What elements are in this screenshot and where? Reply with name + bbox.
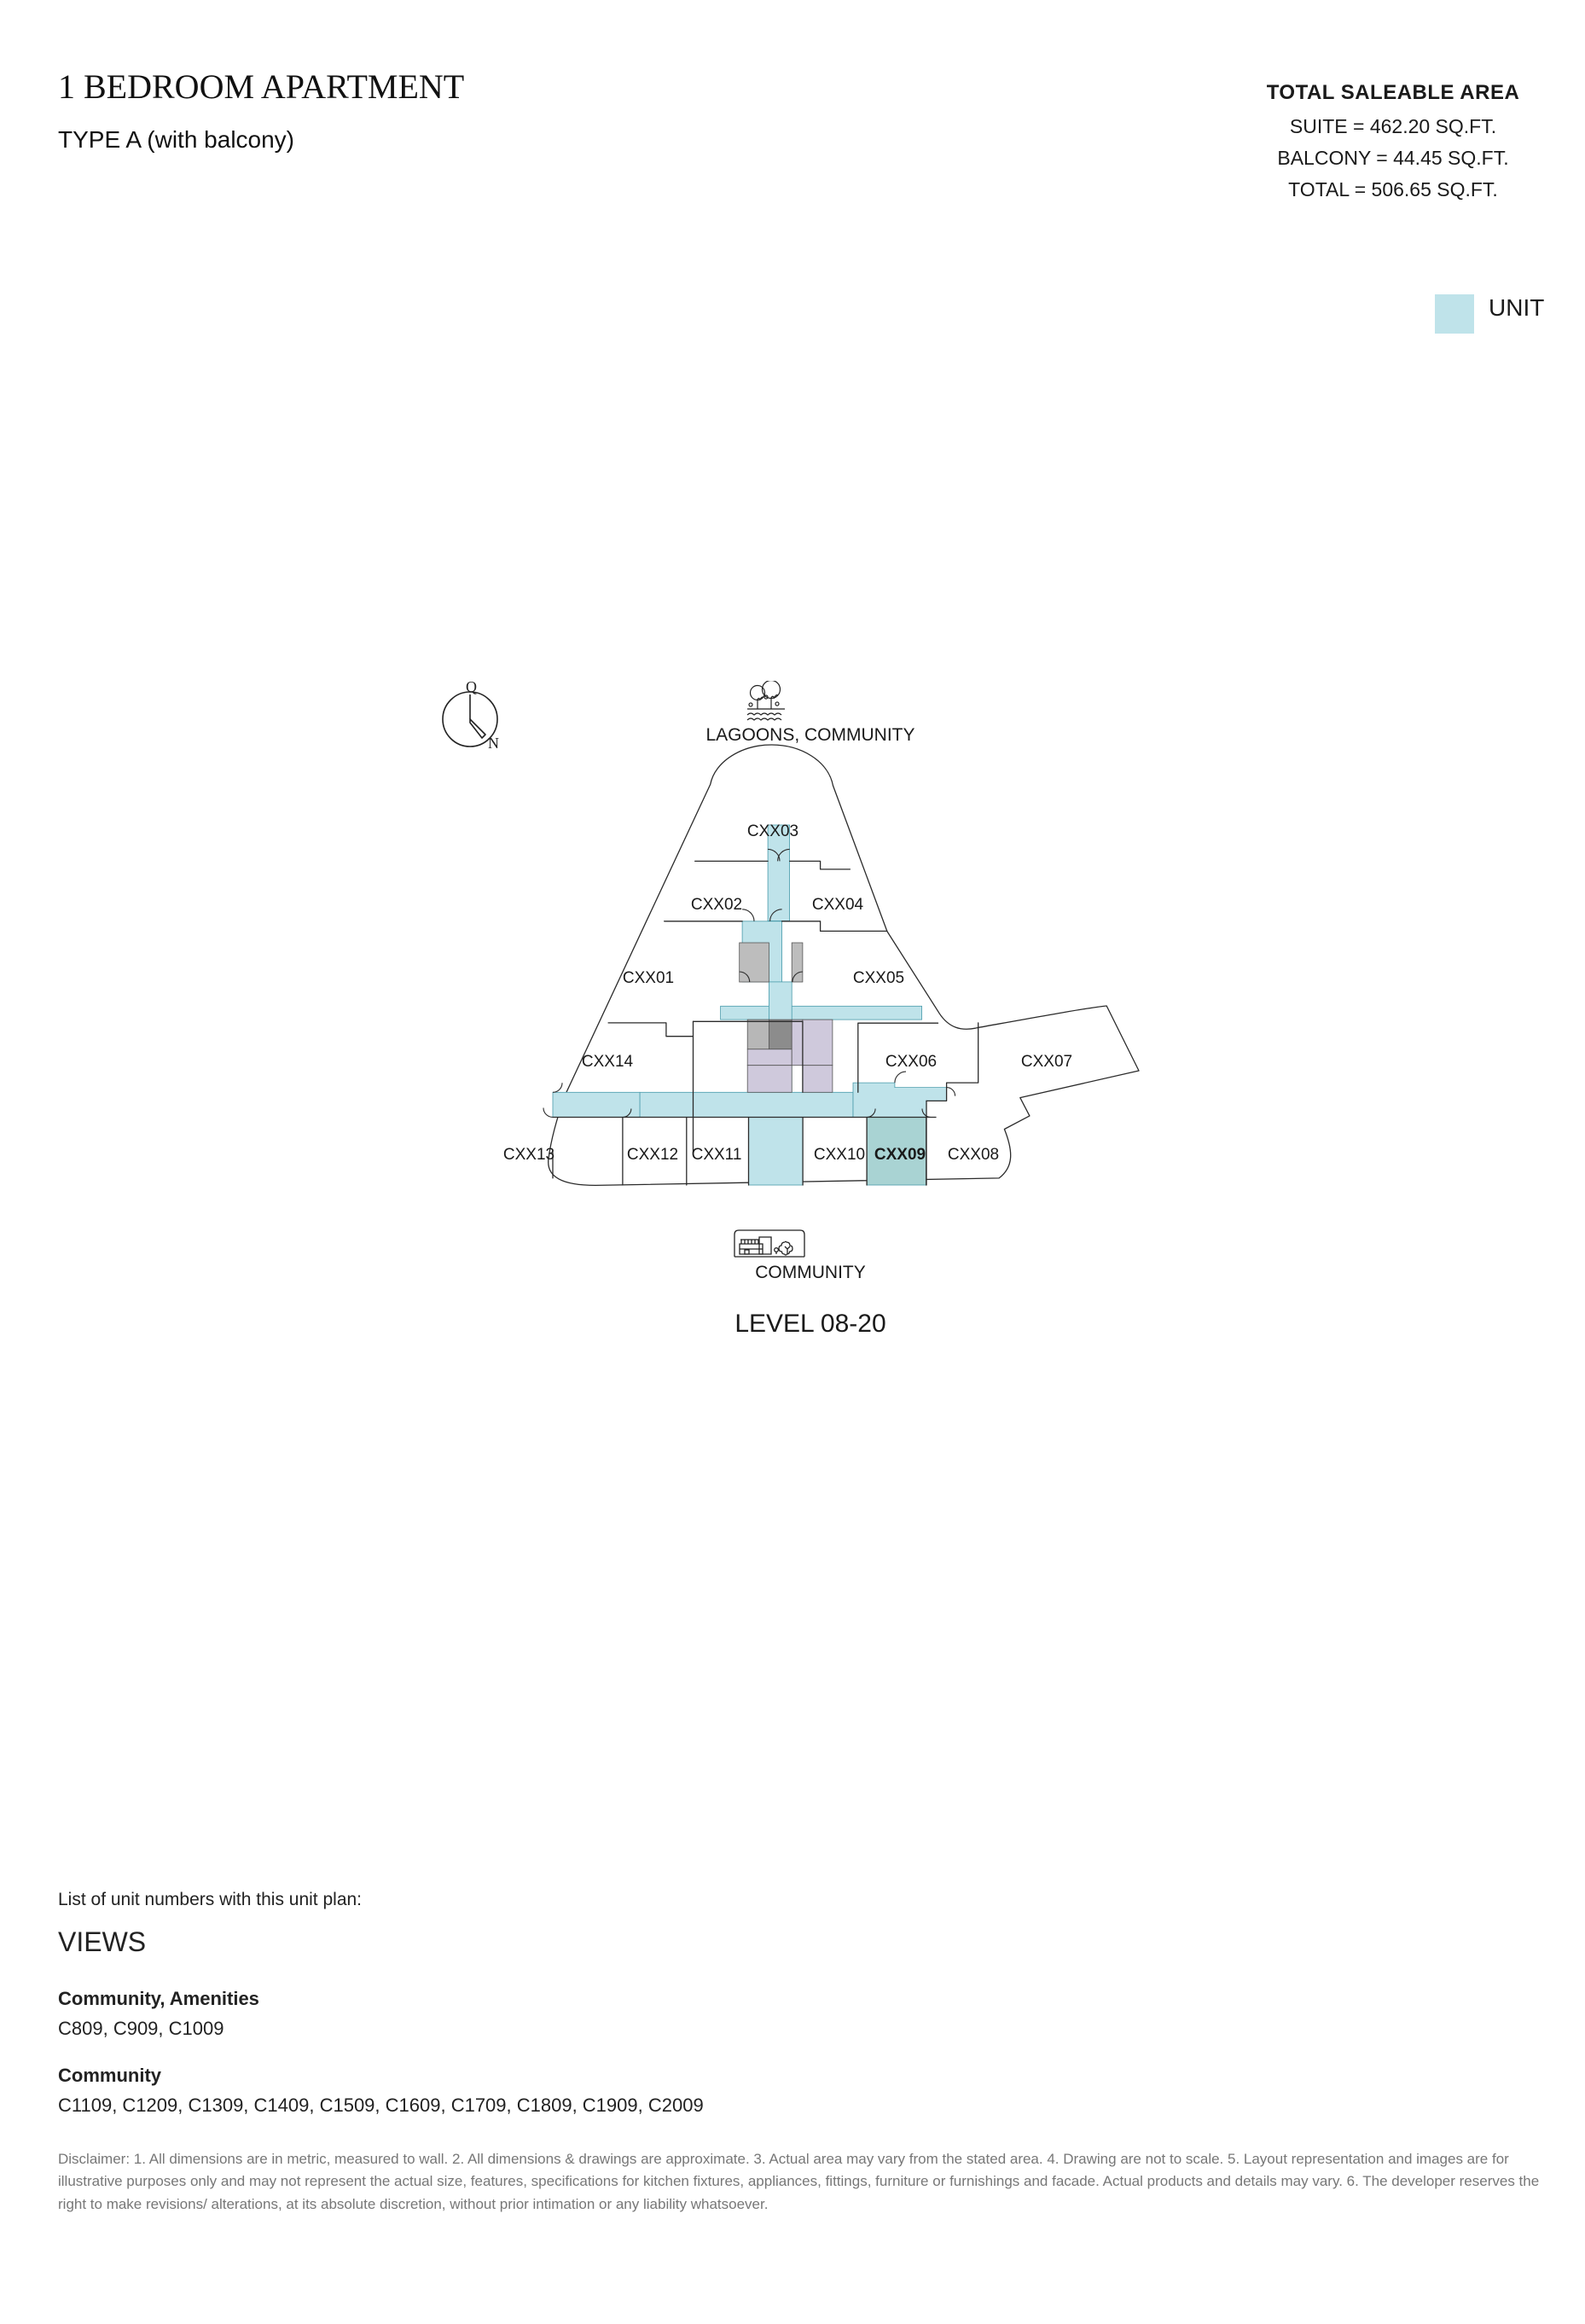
svg-text:CXX09: CXX09 bbox=[874, 1146, 926, 1164]
svg-text:CXX05: CXX05 bbox=[853, 969, 904, 987]
svg-text:CXX01: CXX01 bbox=[623, 969, 674, 987]
svg-text:CXX10: CXX10 bbox=[814, 1146, 865, 1164]
svg-text:CXX12: CXX12 bbox=[627, 1146, 678, 1164]
svg-text:CXX11: CXX11 bbox=[692, 1146, 742, 1164]
svg-text:CXX04: CXX04 bbox=[812, 896, 864, 914]
svg-text:CXX02: CXX02 bbox=[691, 896, 742, 914]
svg-text:CXX03: CXX03 bbox=[747, 822, 798, 840]
svg-text:CXX06: CXX06 bbox=[885, 1053, 937, 1071]
svg-text:CXX08: CXX08 bbox=[948, 1146, 999, 1164]
svg-text:CXX14: CXX14 bbox=[582, 1053, 634, 1071]
svg-text:CXX13: CXX13 bbox=[503, 1146, 554, 1164]
svg-text:CXX07: CXX07 bbox=[1021, 1053, 1072, 1071]
svg-text:Q: Q bbox=[466, 679, 477, 695]
